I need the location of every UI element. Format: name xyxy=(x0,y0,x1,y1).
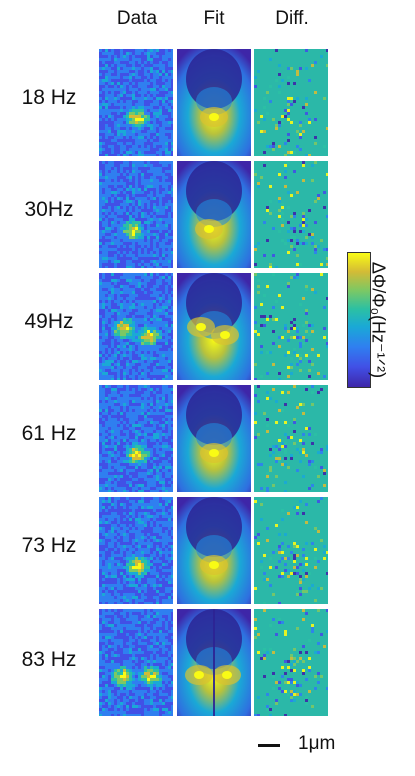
fit-panel-5 xyxy=(176,496,252,605)
data-panel-6 xyxy=(98,608,174,717)
row-label: 73 Hz xyxy=(21,534,77,557)
colorbar xyxy=(347,252,371,388)
diff-panel-2 xyxy=(253,160,329,269)
scale-bar xyxy=(258,744,280,747)
scale-bar-label: 1μm xyxy=(298,733,336,754)
fit-panel-6 xyxy=(176,608,252,717)
data-panel-5 xyxy=(98,496,174,605)
data-panel-4 xyxy=(98,384,174,493)
column-header-diff: Diff. xyxy=(275,8,309,29)
diff-panel-6 xyxy=(253,608,329,717)
colorbar-label: ΔΦ/Φ₀(Hz⁻¹ᐟ²) xyxy=(368,261,389,379)
row-label: 18 Hz xyxy=(21,86,77,109)
column-header-fit: Fit xyxy=(203,8,225,29)
data-panel-2 xyxy=(98,160,174,269)
fit-panel-2 xyxy=(176,160,252,269)
row-label: 49Hz xyxy=(24,310,74,333)
diff-panel-5 xyxy=(253,496,329,605)
diff-panel-1 xyxy=(253,48,329,157)
data-panel-3 xyxy=(98,272,174,381)
data-panel-1 xyxy=(98,48,174,157)
diff-panel-3 xyxy=(253,272,329,381)
column-header-data: Data xyxy=(116,8,158,29)
row-label: 61 Hz xyxy=(21,422,77,445)
row-label: 30Hz xyxy=(24,198,74,221)
diff-panel-4 xyxy=(253,384,329,493)
fit-panel-3 xyxy=(176,272,252,381)
fit-panel-4 xyxy=(176,384,252,493)
row-label: 83 Hz xyxy=(21,648,77,671)
fit-panel-1 xyxy=(176,48,252,157)
